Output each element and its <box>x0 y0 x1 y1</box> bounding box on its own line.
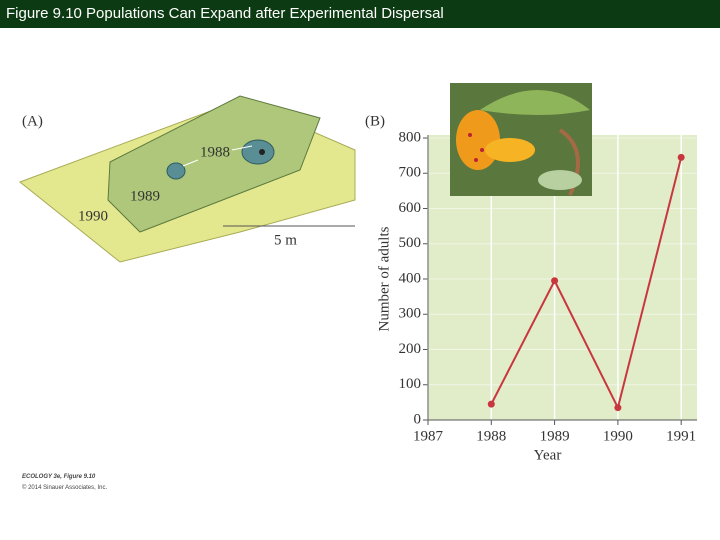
x-tick-label: 1987 <box>413 428 444 444</box>
slide-title: Figure 9.10 Populations Can Expand after… <box>6 5 444 22</box>
y-tick-label: 500 <box>399 235 422 251</box>
data-line <box>490 157 683 411</box>
y-tick-label: 400 <box>399 270 422 286</box>
y-tick-label: 100 <box>399 376 422 392</box>
data-point <box>614 404 622 412</box>
copyright: © 2014 Sinauer Associates, Inc. <box>22 484 107 491</box>
area-label: 1988 <box>200 144 230 160</box>
panel-label: (A) <box>22 113 43 129</box>
x-tick-label: 1991 <box>666 428 696 444</box>
flower-photo <box>450 83 592 196</box>
scale-label: 5 m <box>274 232 297 248</box>
y-tick-label: 200 <box>399 341 422 357</box>
y-tick-label: 0 <box>414 411 422 427</box>
source: ECOLOGY 3e, Figure 9.10 <box>22 474 96 480</box>
area-label: 1989 <box>130 188 160 204</box>
data-point <box>551 277 559 285</box>
x-axis-label: Year <box>534 447 562 463</box>
data-point <box>487 400 495 408</box>
y-tick-label: 800 <box>399 129 422 145</box>
x-tick-label: 1990 <box>603 428 633 444</box>
y-axis-label: Number of adults <box>376 226 392 331</box>
y-tick-label: 300 <box>399 306 422 322</box>
y-tick-label: 700 <box>399 165 422 181</box>
panel-label: (B) <box>365 113 385 129</box>
area-label: 1990 <box>78 208 108 224</box>
header-bar <box>0 0 720 28</box>
x-tick-label: 1988 <box>476 428 506 444</box>
y-tick-label: 600 <box>399 200 422 216</box>
data-point <box>677 153 685 161</box>
site-map <box>18 95 356 263</box>
x-tick-label: 1989 <box>540 428 570 444</box>
